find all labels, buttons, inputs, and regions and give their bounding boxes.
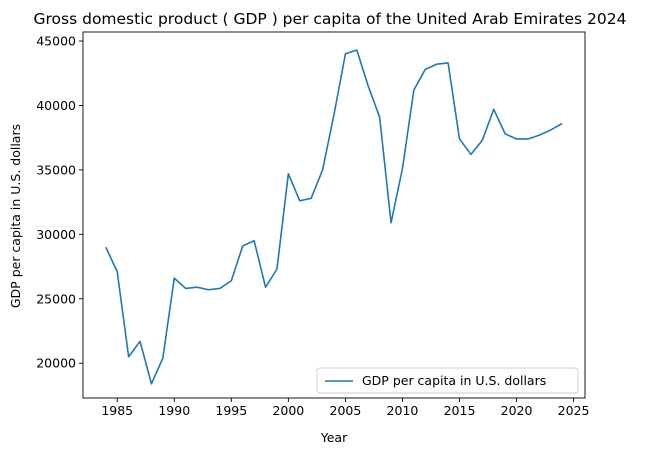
- x-tick-label: 2000: [272, 403, 304, 418]
- x-tick-label: 2010: [387, 403, 419, 418]
- y-tick-label: 30000: [36, 227, 76, 242]
- plot-frame: [82, 31, 586, 399]
- x-tick-label: 2005: [330, 403, 362, 418]
- y-axis-label: GDP per capita in U.S. dollars: [8, 124, 23, 308]
- legend: GDP per capita in U.S. dollars: [316, 367, 579, 394]
- y-tick-label: 45000: [36, 34, 76, 49]
- x-tick-label: 2015: [444, 403, 476, 418]
- y-tick-label: 40000: [36, 98, 76, 113]
- x-tick-label: 2025: [558, 403, 590, 418]
- legend-label: GDP per capita in U.S. dollars: [362, 373, 546, 388]
- x-tick-label: 1995: [215, 403, 247, 418]
- series-line-0: [105, 49, 563, 385]
- legend-box: [316, 367, 579, 394]
- y-tick-label: 35000: [36, 162, 76, 177]
- x-tick-label: 1990: [158, 403, 190, 418]
- x-axis-label: Year: [320, 430, 348, 445]
- y-tick-label: 20000: [36, 356, 76, 371]
- y-axis-ticks: 20000 25000 30000 35000 40000 45000: [36, 34, 83, 371]
- chart-title: Gross domestic product ( GDP ) per capit…: [34, 10, 627, 28]
- series-layer: [105, 49, 563, 385]
- x-tick-label: 1985: [101, 403, 133, 418]
- plot-area: 1985 1990 1995 2000 2005 2010 2015 2020 2025 200…: [36, 31, 589, 418]
- y-tick-label: 25000: [36, 291, 76, 306]
- x-tick-label: 2020: [501, 403, 533, 418]
- x-axis-ticks: 1985 1990 1995 2000 2005 2010 2015 2020 2025: [101, 398, 589, 418]
